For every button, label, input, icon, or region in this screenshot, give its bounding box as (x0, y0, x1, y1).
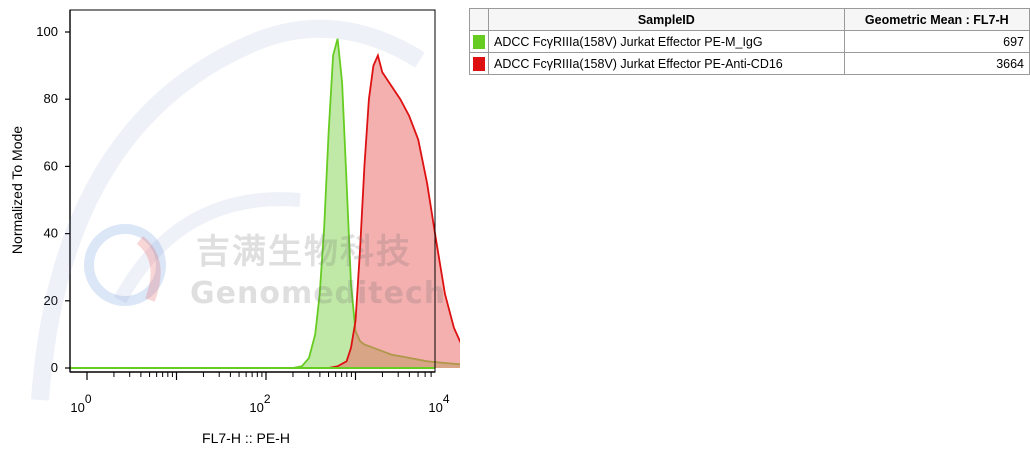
x-ticks: 100102104106 (70, 372, 450, 415)
geo-mean-cell: 3664 (843, 52, 1030, 75)
y-tick-label: 60 (44, 158, 58, 173)
series-layer (70, 38, 460, 369)
x-axis-label: FL7-H :: PE-H (202, 430, 290, 446)
series-1-line (328, 52, 460, 369)
series-0-area (292, 38, 460, 368)
y-tick-label: 40 (44, 226, 58, 241)
x-tick-label: 102 (249, 392, 270, 415)
series-1-area (328, 55, 460, 368)
x-tick-label: 104 (428, 392, 449, 415)
legend-swatch (473, 56, 485, 71)
y-axis-label: Normalized To Mode (9, 126, 25, 254)
statistics-table: SampleID Geometric Mean : FL7-H ADCC Fcγ… (469, 8, 1030, 75)
y-tick-label: 0 (51, 360, 58, 375)
table-row[interactable]: ADCC FcγRIIIa(158V) Jurkat Effector PE-M… (469, 30, 1030, 53)
header-sample-id: SampleID (488, 8, 845, 31)
table-header-row: SampleID Geometric Mean : FL7-H (469, 8, 1030, 31)
y-tick-label: 80 (44, 91, 58, 106)
y-tick-label: 20 (44, 293, 58, 308)
x-tick-label: 100 (70, 392, 91, 415)
y-tick-label: 100 (36, 24, 58, 39)
table-row[interactable]: ADCC FcγRIIIa(158V) Jurkat Effector PE-A… (469, 52, 1030, 75)
sample-id-cell: ADCC FcγRIIIa(158V) Jurkat Effector PE-A… (488, 52, 845, 75)
legend-swatch (473, 34, 485, 49)
y-ticks: 0 20 40 60 80 100 (36, 24, 70, 375)
legend-swatch-cell (469, 30, 489, 53)
geo-mean-cell: 697 (843, 30, 1030, 53)
header-swatch-cell (469, 8, 489, 31)
sample-id-cell: ADCC FcγRIIIa(158V) Jurkat Effector PE-M… (488, 30, 845, 53)
legend-swatch-cell (469, 52, 489, 75)
header-geo-mean: Geometric Mean : FL7-H (843, 8, 1030, 31)
